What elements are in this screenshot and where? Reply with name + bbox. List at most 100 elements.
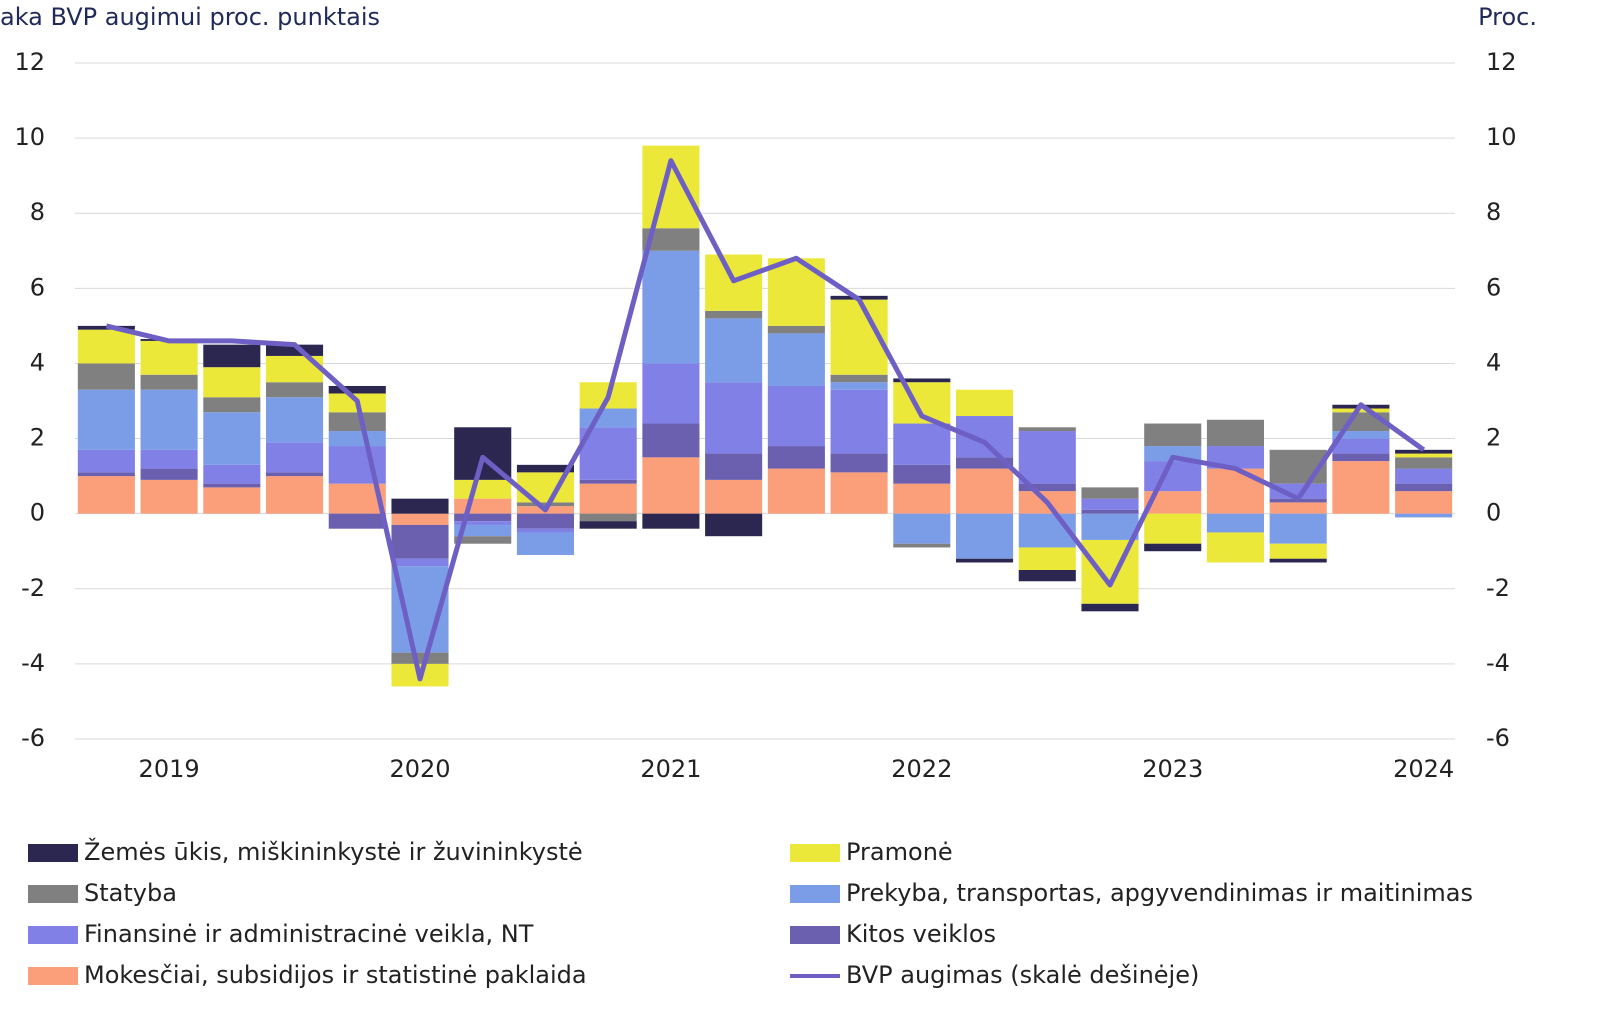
bar-segment [266, 442, 324, 473]
bar-segment [1144, 423, 1202, 447]
bar-segment [266, 476, 324, 514]
bar-segment [830, 389, 888, 454]
y-axis-title: aka BVP augimui proc. punktais [0, 3, 380, 31]
bar-segment [140, 374, 198, 390]
y2-axis-title: Proc. [1478, 3, 1537, 31]
x-tick-label: 2019 [139, 755, 200, 783]
bar-segment [1144, 446, 1202, 462]
bar-segment [328, 446, 386, 484]
y2-tick-label: 8 [1486, 198, 1501, 226]
bar-segment [140, 479, 198, 514]
bar-segment [579, 479, 637, 484]
bar-segment [328, 431, 386, 447]
bar-segment [1332, 453, 1390, 462]
bar-segment [893, 378, 951, 383]
bar-segment [454, 498, 512, 514]
bar-segment [705, 310, 763, 319]
bar-segment [705, 453, 763, 480]
bar-segment [830, 382, 888, 390]
bar-segment [1206, 446, 1264, 469]
bar-segment [579, 408, 637, 428]
bar-segment [266, 397, 324, 443]
bar-segment [203, 464, 261, 484]
x-tick-label: 2020 [389, 755, 450, 783]
bar-segment [642, 228, 700, 251]
bar-segment [1332, 408, 1390, 413]
bar-segment [1395, 457, 1453, 469]
bar-segment [893, 513, 951, 544]
y-tick-label: 10 [14, 123, 45, 151]
bar-segment [767, 325, 825, 334]
bar-segment [642, 250, 700, 364]
bar-segment [1332, 461, 1390, 514]
bar-segment [77, 389, 135, 450]
y-tick-label: 0 [30, 499, 45, 527]
bar-segment [140, 449, 198, 469]
bar-segment [516, 532, 574, 555]
bar-segment [1206, 532, 1264, 563]
y2-tick-label: 6 [1486, 273, 1501, 301]
bar-segment [328, 412, 386, 432]
bar-segment [1144, 543, 1202, 552]
bar-segment [767, 333, 825, 386]
bar-segment [830, 374, 888, 383]
legend-swatch [28, 967, 78, 985]
bar-segment [391, 558, 449, 567]
bar-segment [1018, 431, 1076, 484]
y-tick-label: 12 [14, 48, 45, 76]
bar-segment [956, 457, 1014, 469]
bar-segment [140, 340, 198, 375]
legend-label: BVP augimas (skalė dešinėje) [846, 961, 1199, 989]
y2-tick-label: 0 [1486, 499, 1501, 527]
bar-segment [1269, 543, 1327, 559]
bar-segment [1018, 570, 1076, 582]
bar-segment [454, 521, 512, 525]
bar-segment [956, 389, 1014, 417]
bar-segment [579, 513, 637, 522]
bar-segment [1269, 502, 1327, 514]
bar-segment [516, 528, 574, 533]
bar-segment [767, 385, 825, 447]
bar-segment [328, 513, 386, 529]
legend-label: Finansinė ir administracinė veikla, NT [84, 920, 534, 948]
bar-segment [1206, 513, 1264, 533]
bar-segment [516, 502, 574, 507]
bar-segment [454, 536, 512, 544]
legend-swatch [28, 885, 78, 903]
bar-segment [203, 344, 261, 368]
bar-segment [767, 258, 825, 326]
bar-segment [1144, 513, 1202, 544]
bar-segment [1018, 427, 1076, 432]
y-tick-label: 8 [30, 198, 45, 226]
bar-segment [391, 652, 449, 664]
bar-segment [1395, 513, 1453, 518]
bar-segment [1332, 431, 1390, 439]
bar-segment [266, 472, 324, 477]
bar-segment [516, 513, 574, 529]
bar-segment [454, 479, 512, 499]
bar-segment [1269, 483, 1327, 499]
bar-segment [77, 449, 135, 473]
bar-segment [705, 513, 763, 537]
bar-segment [1144, 461, 1202, 492]
bar-segment [767, 446, 825, 469]
y2-tick-label: -2 [1486, 574, 1510, 602]
bar-segment [328, 385, 386, 394]
bar-segment [77, 363, 135, 390]
bar-segment [391, 498, 449, 514]
bar-segment [956, 513, 1014, 559]
bar-segment [203, 397, 261, 413]
bar-segment [1081, 487, 1139, 499]
bar-segment [642, 423, 700, 458]
bar-segment [1081, 498, 1139, 510]
y-tick-label: -2 [21, 574, 45, 602]
bar-segment [893, 483, 951, 514]
legend-swatch [790, 885, 840, 903]
bar-segment [1081, 513, 1139, 540]
y-tick-label: 4 [30, 348, 45, 376]
bar-segment [1206, 468, 1264, 514]
bar-segment [1018, 547, 1076, 570]
bar-segment [203, 487, 261, 514]
x-tick-label: 2021 [640, 755, 701, 783]
bar-segment [1395, 453, 1453, 458]
